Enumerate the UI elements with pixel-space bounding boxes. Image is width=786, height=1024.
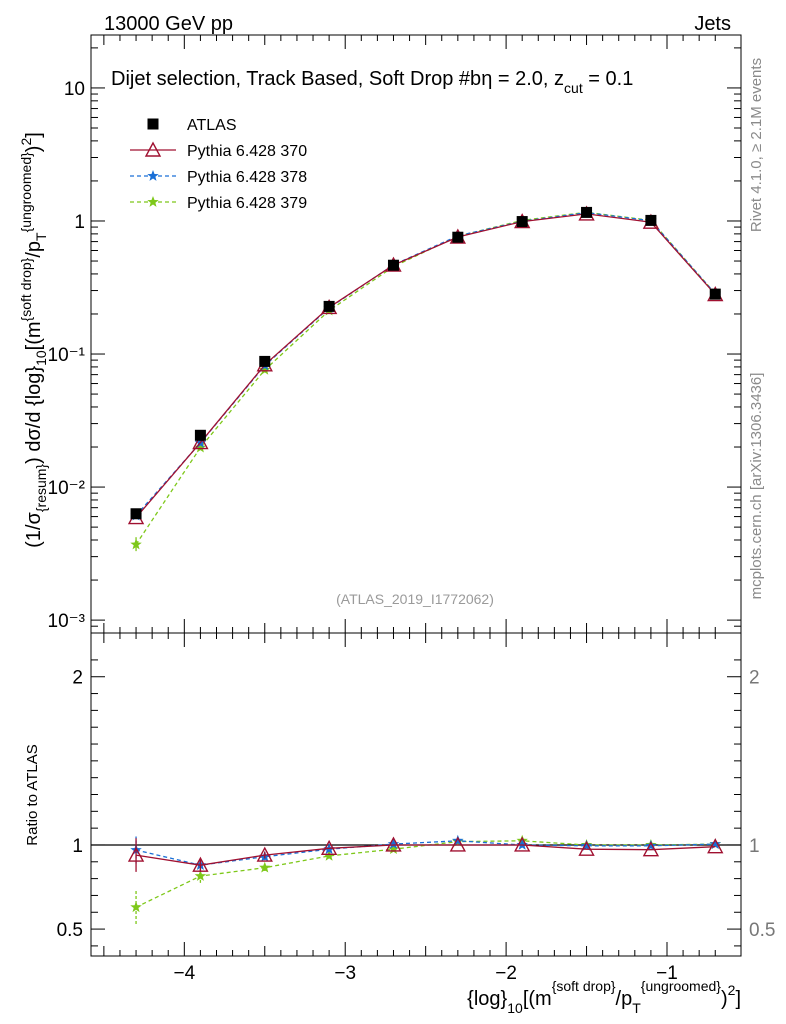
header-energy-label: 13000 GeV pp <box>104 13 233 35</box>
main-title-text: Dijet selection, Track Based, Soft Drop … <box>111 68 481 90</box>
ratio-data-point <box>580 839 593 851</box>
ratio-data-point <box>385 836 402 852</box>
main-data-point <box>323 300 335 312</box>
header-jets-label: Jets <box>694 13 731 35</box>
main-series-line <box>135 212 716 517</box>
ratio-data-point <box>645 839 657 851</box>
ratio-plot-frame <box>90 632 742 957</box>
x-axis-label: {log}10[(m{soft drop}/pT{ungroomed})2] <box>467 978 741 1016</box>
ratio-y-tick-label-right: 2 <box>749 668 760 689</box>
main-series-line <box>135 213 716 519</box>
main-title-cut-sub: cut <box>564 80 583 96</box>
legend: ATLAS Pythia 6.428 370 Pythia 6.428 378 Pyt… <box>130 117 307 212</box>
legend-entry: Pythia 6.428 378 <box>130 169 307 186</box>
main-data-point <box>387 259 399 271</box>
legend-label: Pythia 6.428 378 <box>187 169 307 186</box>
main-y-axis-label: (1/σ{resum}) dσ/d {log}10[(m{soft drop}/… <box>18 132 49 548</box>
ratio-series-1 <box>130 834 721 872</box>
main-data-point <box>581 206 593 218</box>
legend-entry: Pythia 6.428 379 <box>130 195 307 212</box>
ratio-data-point <box>387 838 400 849</box>
ratio-series-layer <box>127 834 724 925</box>
main-data-point <box>192 434 209 450</box>
legend-entry: ATLAS <box>147 117 237 134</box>
legend-label: Pythia 6.428 370 <box>187 143 307 160</box>
ratio-y-tick-label: 1 <box>72 836 83 857</box>
ratio-data-point <box>452 834 464 846</box>
ratio-data-point <box>578 840 595 856</box>
main-data-point <box>259 355 271 367</box>
main-y-tick-label: 10⁻² <box>48 478 86 499</box>
main-series-1 <box>127 205 724 525</box>
ratio-series-2 <box>130 834 721 925</box>
main-axes: 10⁻³ 10⁻² 10⁻¹ 1 10 <box>48 35 741 634</box>
legend-label: ATLAS <box>187 117 237 134</box>
main-y-tick-label: 10⁻¹ <box>48 345 86 366</box>
legend-label: Pythia 6.428 379 <box>187 195 307 212</box>
main-series-line <box>135 211 716 545</box>
ratio-y-tick-label: 0.5 <box>57 920 83 941</box>
ratio-data-point <box>127 846 145 862</box>
main-data-point <box>194 429 206 441</box>
ratio-data-point <box>130 901 142 913</box>
main-data-point <box>516 216 528 228</box>
ratio-series-0 <box>127 836 724 872</box>
x-tick-label: −4 <box>173 963 195 984</box>
ratio-series-line <box>135 840 716 908</box>
main-data-point <box>130 508 142 520</box>
legend-marker <box>147 170 159 181</box>
ratio-data-point <box>194 870 207 881</box>
main-title: Dijet selection, Track Based, Soft Drop … <box>111 68 633 96</box>
main-title-eta: η = 2.0, z <box>481 68 564 90</box>
x-tick-label: −1 <box>656 963 678 984</box>
x-tick-label: −3 <box>334 963 356 984</box>
main-data-point <box>259 363 271 375</box>
main-series-layer <box>127 205 724 552</box>
ratio-y-axis-label: Ratio to ATLAS <box>24 744 41 845</box>
main-data-point <box>709 288 721 300</box>
main-data-point <box>645 214 657 226</box>
ratio-data-point <box>642 841 660 857</box>
ratio-data-point <box>449 836 467 852</box>
ratio-data-point <box>192 856 209 872</box>
ratio-y-tick-label-right: 1 <box>749 836 760 857</box>
ratio-data-point <box>707 838 724 854</box>
ratio-y-tick-label: 2 <box>72 668 83 689</box>
ratio-y-tick-label-right: 0.5 <box>749 920 775 941</box>
ratio-data-point <box>256 846 273 862</box>
main-y-tick-label: 1 <box>74 212 85 233</box>
legend-marker <box>147 196 159 207</box>
main-y-tick-label: 10 <box>64 79 85 100</box>
main-title-tail: = 0.1 <box>583 68 634 90</box>
ratio-data-point <box>709 838 721 849</box>
rivet-label: Rivet 4.1.0, ≥ 2.1M events <box>748 58 765 232</box>
main-data-point <box>452 231 464 243</box>
main-series-3 <box>130 206 721 550</box>
analysis-label: (ATLAS_2019_I1772062) <box>336 591 494 607</box>
main-series-2 <box>130 206 721 521</box>
ratio-data-point <box>514 836 531 852</box>
mcplots-label: mcplots.cern.ch [arXiv:1306.3436] <box>748 373 765 600</box>
legend-marker <box>147 118 159 130</box>
main-series-0 <box>130 206 721 520</box>
legend-marker <box>144 141 162 157</box>
ratio-data-point <box>259 861 271 873</box>
ratio-axes: 0.5 0.5 1 1 2 2 −4 −3 −2 −1 <box>57 633 775 984</box>
ratio-series-line <box>135 844 716 866</box>
ratio-data-point <box>387 843 400 854</box>
main-data-point <box>194 441 207 453</box>
legend-entry: Pythia 6.428 370 <box>130 141 307 160</box>
ratio-series-line <box>135 840 716 866</box>
x-tick-label: −2 <box>495 963 517 984</box>
ratio-data-point <box>320 839 338 856</box>
ratio-data-point <box>323 849 335 861</box>
main-y-tick-label: 10⁻³ <box>48 611 86 632</box>
